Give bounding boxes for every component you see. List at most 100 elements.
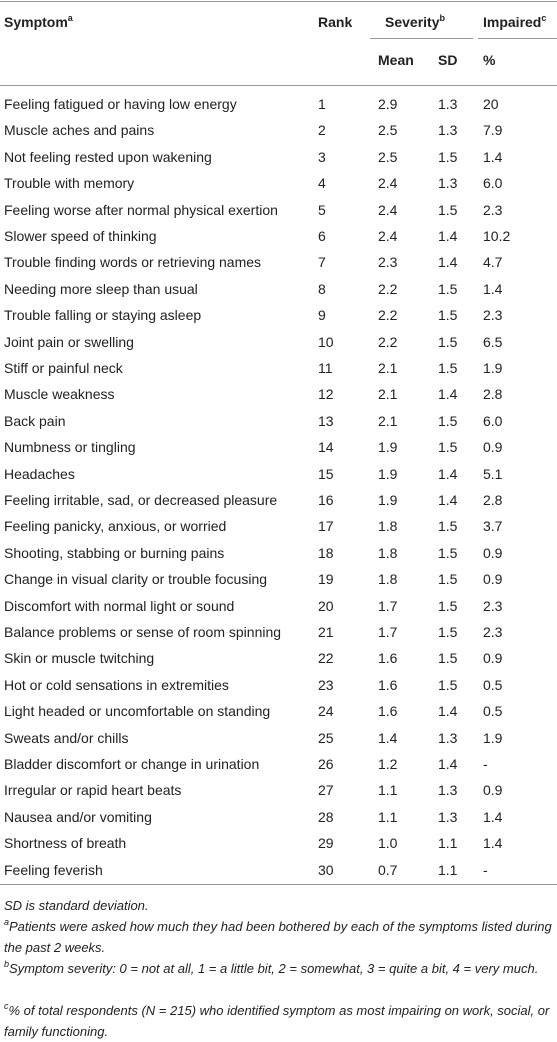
cell: 1.4 [438,386,458,403]
footnote-text: % of total respondents (N = 215) who ide… [4,1003,550,1039]
cell: 0.5 [483,676,503,693]
cell: 1.7 [378,597,398,614]
cell: Needing more sleep than usual [4,280,198,297]
cell: 2.3 [483,201,503,218]
cell: Headaches [4,465,75,482]
cell: 24 [318,703,334,720]
cell: 1.1 [438,861,458,878]
cell: 19 [318,571,334,588]
footnote-text: Symptom severity: 0 = not at all, 1 = a … [9,961,539,976]
cell: 2.1 [378,412,398,429]
cell: - [483,861,488,878]
cell: 2.8 [483,386,503,403]
cell: 1.5 [438,148,458,165]
cell: Joint pain or swelling [4,333,134,350]
cell: 1.1 [438,835,458,852]
header-cell: % [483,52,496,68]
cell: 20 [318,597,334,614]
cell: 1.3 [438,782,458,799]
cell: Shooting, stabbing or burning pains [4,544,225,561]
cell: 9 [318,307,326,324]
cell: Change in visual clarity or trouble focu… [4,571,268,588]
cell: Stiff or painful neck [4,360,123,376]
footnote: aPatients were asked how much they had b… [4,916,552,958]
cell: 30 [318,861,334,878]
header-cell: SD [438,52,458,68]
cell: 2.3 [483,624,503,640]
footnote: SD is standard deviation. [4,895,552,916]
header-cell: Symptoma [4,13,73,31]
header-cell: Severityb [385,13,445,31]
cell: 1.2 [378,756,398,772]
cell: Sweats and/or chills [4,729,129,746]
cell: 2.3 [483,597,503,614]
cell: 2.9 [378,96,398,112]
note-mark: b [439,13,445,23]
cell: 1.5 [438,544,458,561]
cell: 1.4 [438,465,458,482]
cell: 1.5 [438,650,458,667]
cell: Slower speed of thinking [4,228,157,244]
cell: Hot or cold sensations in extremities [4,676,229,693]
cell: 0.9 [483,439,503,456]
cell: 10.2 [483,228,511,244]
cell: 1.3 [438,808,458,825]
rule [0,1,557,2]
cell: 1.4 [438,756,458,772]
note-mark: a [67,13,73,23]
cell: 1.9 [378,465,398,482]
cell: 2.4 [378,175,398,192]
cell: Muscle aches and pains [4,122,155,139]
cell: Muscle weakness [4,386,115,403]
cell: Feeling worse after normal physical exer… [4,201,278,218]
cell: Trouble with memory [4,175,135,192]
cell: 1.9 [483,729,503,746]
cell: Feeling feverish [4,861,103,878]
cell: 2.5 [378,148,398,165]
header-cell: Mean [378,52,414,68]
cell: 1.6 [378,676,398,693]
cell: 5.1 [483,465,503,482]
footnote-text: SD is standard deviation. [4,898,149,913]
cell: 1.5 [438,412,458,429]
note-mark: c [4,1001,9,1011]
cell: 6.0 [483,175,503,192]
cell: 0.9 [483,782,503,799]
cell: 13 [318,412,334,429]
cell: 1.3 [438,122,458,139]
cell: 1.5 [438,333,458,350]
cell: 1.8 [378,571,398,588]
cell: 1.5 [438,201,458,218]
cell: 14 [318,439,334,456]
cell: 2.2 [378,333,398,350]
note-mark: c [541,13,547,23]
cell: 26 [318,756,334,772]
cell: 11 [318,360,333,376]
cell: 27 [318,782,334,799]
cell: 1.4 [378,729,398,746]
cell: Balance problems or sense of room spinni… [4,624,282,640]
cell: 1.4 [483,280,503,297]
cell: 2 [318,122,326,139]
cell: 0.7 [378,861,398,878]
footnote: c% of total respondents (N = 215) who id… [4,1000,552,1042]
cell: 17 [318,518,334,535]
cell: 20 [483,96,499,112]
cell: 6.0 [483,412,503,429]
cell: Nausea and/or vomiting [4,808,152,825]
cell: 10 [318,333,334,350]
cell: 7.9 [483,122,503,139]
cell: Light headed or uncomfortable on standin… [4,703,271,720]
cell: 1.4 [483,835,503,852]
cell: Skin or muscle twitching [4,650,155,667]
cell: 1.3 [438,175,458,192]
cell: Irregular or rapid heart beats [4,782,182,799]
cell: Shortness of breath [4,835,127,852]
cell: 1.9 [378,492,398,508]
header-cell: Impairedc [483,13,546,31]
cell: 1.5 [438,307,458,324]
cell: 1.5 [438,439,458,456]
cell: 1.9 [378,439,398,456]
cell: 1.9 [483,360,503,376]
